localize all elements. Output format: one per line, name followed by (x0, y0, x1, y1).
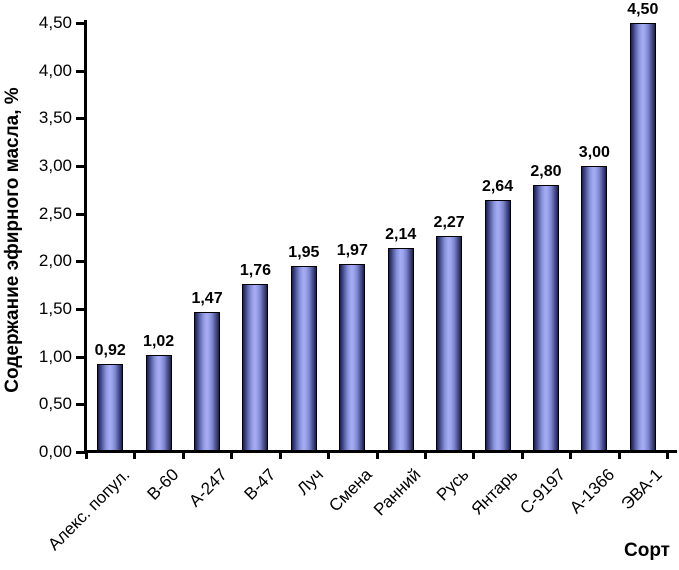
x-axis-tick (85, 452, 88, 459)
category-label: Алекс. попул. (44, 465, 134, 555)
x-axis-tick (666, 452, 669, 459)
y-axis-tick (76, 165, 85, 168)
category-label: Ранний (369, 465, 425, 520)
bar-value-label: 1,76 (239, 262, 272, 280)
bar-value-label: 1,97 (336, 242, 368, 260)
y-axis-tick-label: 2,00 (38, 251, 72, 271)
x-axis-tick (278, 452, 282, 459)
x-axis-tick (472, 452, 476, 459)
x-axis-tick (617, 452, 621, 459)
category-label: Луч (293, 465, 328, 499)
y-axis-tick (76, 22, 85, 25)
x-axis-tick (520, 452, 524, 459)
bar-С-9197 (532, 185, 559, 451)
y-axis-tick (76, 260, 85, 264)
category-label: В-47 (240, 465, 279, 504)
bar-Янтарь (484, 200, 511, 451)
category-label: Русь (432, 465, 473, 505)
bar-А-1366 (581, 166, 608, 451)
y-axis-tick-label: 3,00 (38, 156, 72, 175)
bar-value-label: 1,95 (288, 244, 320, 262)
bar-value-label: 0,92 (94, 342, 126, 360)
y-axis-tick (76, 117, 85, 121)
bar-value-label: 1,02 (143, 332, 175, 350)
y-axis-tick (76, 451, 85, 454)
bar-value-label: 3,00 (578, 144, 610, 161)
y-axis-tick-label: 0,50 (38, 394, 72, 414)
bar-value-label: 2,80 (530, 163, 562, 181)
x-axis-line (84, 450, 677, 453)
category-label: Смена (325, 465, 376, 516)
category-label: С-9197 (516, 465, 570, 518)
y-axis-tick-label: 1,50 (38, 299, 72, 318)
bar-Русь (436, 235, 463, 451)
category-label: А-247 (184, 465, 231, 511)
y-axis-tick-label: 0,00 (38, 442, 72, 461)
bar-Смена (339, 264, 366, 451)
category-label: ЭВА-1 (617, 465, 667, 514)
bar-Алекс. попул. (97, 364, 124, 451)
bar-В-47 (242, 284, 269, 451)
x-axis-tick (423, 452, 427, 459)
y-axis-tick-label: 2,50 (38, 203, 72, 223)
x-axis-tick (569, 452, 573, 459)
y-axis-tick (76, 69, 85, 73)
y-axis-tick-label: 4,50 (38, 13, 72, 32)
y-axis-tick (76, 308, 85, 311)
bar-Луч (290, 266, 317, 451)
bar-value-label: 2,27 (433, 213, 465, 231)
y-axis-tick-label: 3,50 (38, 108, 72, 128)
bar-Ранний (387, 247, 414, 451)
y-axis-tick (76, 355, 85, 359)
bar-value-label: 1,47 (191, 289, 223, 307)
y-axis-tick-label: 1,00 (38, 346, 72, 366)
bar-value-label: 4,50 (627, 1, 659, 18)
x-axis-tick (375, 452, 379, 459)
x-axis-tick (327, 452, 331, 459)
x-axis-tick (133, 452, 137, 459)
category-label: Янтарь (467, 465, 521, 519)
x-axis-tick (181, 452, 185, 459)
bar-А-247 (194, 311, 221, 451)
category-label: В-60 (143, 465, 183, 504)
bar-value-label: 2,64 (481, 178, 514, 196)
bar-value-label: 2,14 (385, 225, 417, 243)
y-axis-tick (76, 212, 85, 216)
y-axis-line (84, 20, 87, 453)
x-axis-tick (230, 452, 234, 459)
bar-ЭВА-1 (629, 23, 656, 451)
category-label: А-1366 (565, 465, 618, 518)
y-axis-tick (76, 403, 85, 407)
x-axis-title: Сорт (624, 540, 670, 561)
bar-В-60 (145, 354, 172, 451)
y-axis-tick-label: 4,00 (38, 60, 72, 80)
